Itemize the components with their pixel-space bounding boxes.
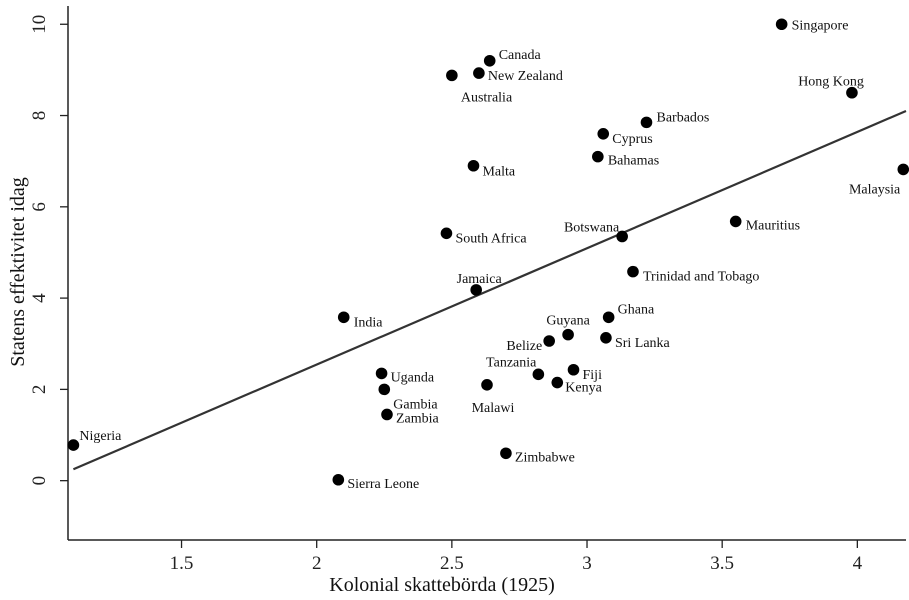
point-label: Nigeria [79, 429, 122, 444]
y-axis-title: Statens effektivitet idag [7, 177, 29, 367]
data-point [602, 311, 615, 324]
point-label: Guyana [546, 314, 590, 329]
y-tick-label: 10 [29, 15, 50, 34]
point-label: Singapore [792, 18, 849, 33]
point-label: Malta [482, 165, 515, 180]
data-point [729, 215, 742, 228]
point-label: Cyprus [612, 132, 652, 147]
point-label: New Zealand [488, 69, 563, 84]
point-label: Sierra Leone [347, 477, 419, 492]
data-point [551, 376, 564, 389]
y-tick-label: 8 [29, 111, 50, 121]
point-label: Fiji [583, 368, 603, 383]
point-label: Uganda [391, 370, 435, 385]
data-points [67, 18, 909, 486]
data-point [897, 163, 909, 176]
data-point [775, 18, 788, 31]
point-label: Canada [499, 48, 542, 63]
data-point [378, 383, 391, 396]
data-point [467, 159, 480, 172]
point-label: Ghana [618, 302, 655, 317]
point-label: Zimbabwe [515, 450, 575, 465]
data-point [600, 332, 612, 344]
point-label: Trinidad and Tobago [643, 270, 759, 285]
data-point [846, 86, 858, 99]
data-point [627, 265, 639, 278]
data-point [440, 227, 453, 240]
point-label: Malaysia [849, 182, 901, 197]
data-point [470, 284, 482, 296]
point-label: South Africa [455, 231, 527, 246]
point-label: Barbados [656, 110, 709, 125]
point-label: Bahamas [608, 154, 659, 169]
point-label: Australia [461, 90, 513, 105]
point-label: Malawi [472, 401, 515, 416]
point-label: Zambia [396, 411, 440, 426]
x-tick-label: 4 [853, 553, 863, 574]
point-labels: Singapore Canada New Zealand Australia Hong … [79, 18, 901, 491]
data-point [381, 408, 393, 421]
data-point [640, 116, 653, 129]
data-point [592, 150, 604, 163]
data-point [332, 473, 345, 486]
data-point [543, 335, 555, 347]
x-tick-label: 2 [312, 553, 322, 574]
data-point [446, 69, 458, 82]
point-label: Gambia [393, 397, 438, 412]
x-axis-ticks: 1.5 2 2.5 3 3.5 4 [170, 540, 863, 574]
data-point [375, 367, 388, 380]
point-label: Jamaica [457, 272, 503, 287]
point-label: Mauritius [746, 218, 800, 233]
point-label: Botswana [564, 220, 620, 235]
data-point [562, 328, 574, 341]
data-point [597, 127, 610, 140]
data-point [481, 379, 493, 391]
data-point [500, 447, 512, 460]
data-point [473, 67, 485, 79]
y-tick-label: 0 [29, 476, 50, 486]
y-tick-label: 6 [29, 202, 50, 212]
data-point [337, 311, 350, 324]
fit-line-group [72, 109, 907, 471]
y-axis-ticks: 0 2 4 6 8 10 [29, 15, 68, 486]
x-tick-label: 2.5 [440, 553, 464, 574]
data-point [567, 363, 580, 376]
fit-line [72, 109, 907, 471]
data-point [483, 54, 496, 67]
point-label: Kenya [565, 381, 602, 396]
point-label: Hong Kong [798, 75, 864, 90]
point-label: Tanzania [486, 355, 537, 370]
point-label: Belize [506, 339, 542, 354]
data-point [616, 230, 628, 243]
point-label: Sri Lanka [615, 336, 671, 351]
point-label: India [354, 315, 384, 330]
x-tick-label: 1.5 [170, 553, 194, 574]
x-axis-title: Kolonial skattebörda (1925) [329, 574, 555, 596]
plot-frame [67, 6, 906, 541]
data-point [532, 368, 545, 381]
y-tick-label: 2 [29, 385, 50, 395]
x-tick-label: 3 [582, 553, 592, 574]
x-tick-label: 3.5 [710, 553, 734, 574]
y-tick-label: 4 [29, 293, 50, 303]
data-point [67, 439, 80, 451]
